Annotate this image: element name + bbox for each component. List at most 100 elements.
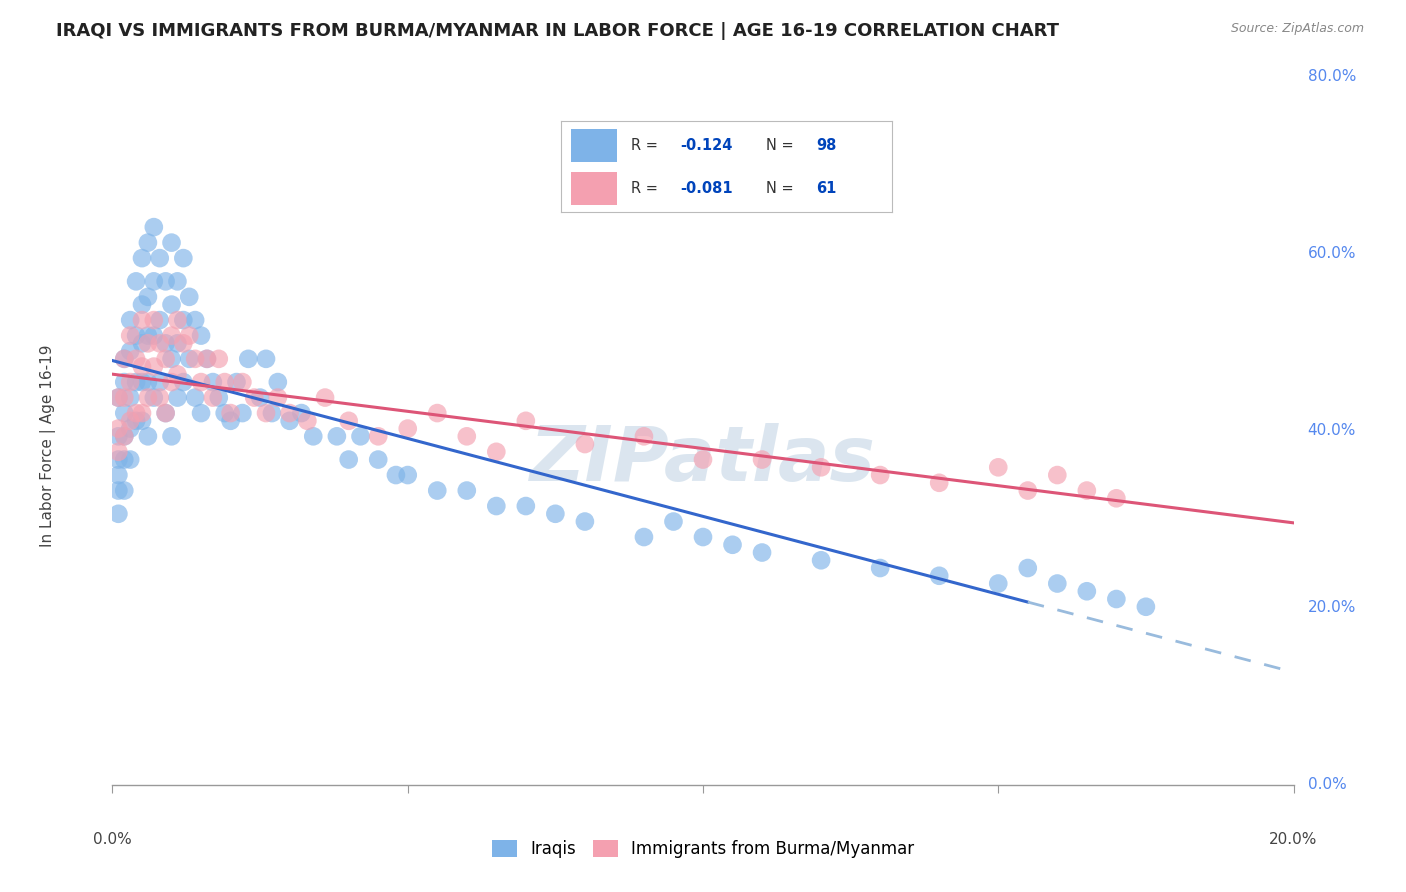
Point: [367, 429, 389, 443]
Point: [1076, 483, 1098, 498]
Point: [149, 251, 172, 265]
Point: [112, 391, 135, 405]
Point: [1017, 483, 1039, 498]
Point: [385, 468, 408, 483]
Point: [112, 429, 135, 443]
Point: [120, 414, 142, 428]
Point: [349, 429, 371, 443]
Point: [214, 375, 236, 389]
Point: [120, 452, 142, 467]
Point: [120, 344, 142, 359]
Point: [172, 375, 194, 389]
Point: [337, 414, 360, 428]
Point: [160, 429, 183, 443]
Point: [190, 328, 212, 343]
Point: [125, 328, 148, 343]
Point: [107, 421, 129, 435]
Point: [426, 406, 449, 420]
Point: [179, 351, 201, 366]
Point: [267, 375, 290, 389]
Point: [136, 336, 159, 351]
Point: [160, 235, 183, 250]
Point: [195, 351, 218, 366]
Point: [190, 406, 212, 420]
Point: [337, 452, 360, 467]
Point: [107, 445, 129, 459]
Point: [142, 391, 165, 405]
Point: [190, 375, 212, 389]
Point: [184, 391, 207, 405]
Point: [243, 391, 266, 405]
Point: [166, 336, 188, 351]
Point: [278, 414, 301, 428]
Point: [1135, 599, 1157, 614]
Point: [219, 406, 242, 420]
Point: [869, 468, 891, 483]
Point: [254, 351, 277, 366]
Point: [208, 351, 231, 366]
Point: [160, 375, 183, 389]
Point: [172, 336, 194, 351]
Point: [112, 375, 135, 389]
Point: [1105, 592, 1128, 607]
Point: [142, 220, 165, 235]
Point: [107, 429, 129, 443]
Point: [125, 351, 148, 366]
Point: [131, 336, 153, 351]
Point: [231, 375, 253, 389]
Point: [751, 452, 773, 467]
Point: [367, 452, 389, 467]
Point: [396, 421, 419, 435]
Point: [125, 414, 148, 428]
Point: [149, 313, 172, 327]
Text: In Labor Force | Age 16-19: In Labor Force | Age 16-19: [39, 344, 55, 548]
Point: [155, 351, 177, 366]
Point: [426, 483, 449, 498]
Point: [136, 235, 159, 250]
Point: [142, 274, 165, 288]
Point: [249, 391, 271, 405]
Point: [751, 545, 773, 559]
Point: [112, 483, 135, 498]
Point: [987, 460, 1010, 475]
Point: [172, 251, 194, 265]
Point: [112, 429, 135, 443]
Point: [1017, 561, 1039, 575]
Point: [928, 475, 950, 490]
Point: [136, 391, 159, 405]
Point: [254, 406, 277, 420]
Point: [201, 375, 224, 389]
Point: [160, 351, 183, 366]
Point: [136, 375, 159, 389]
Point: [810, 460, 832, 475]
Point: [160, 297, 183, 311]
Text: Source: ZipAtlas.com: Source: ZipAtlas.com: [1230, 22, 1364, 36]
Point: [149, 391, 172, 405]
Point: [142, 328, 165, 343]
Point: [456, 429, 478, 443]
Point: [1105, 491, 1128, 506]
Text: 0.0%: 0.0%: [1308, 778, 1347, 792]
Point: [928, 568, 950, 582]
Point: [869, 561, 891, 575]
Point: [166, 391, 188, 405]
Point: [184, 313, 207, 327]
Point: [544, 507, 567, 521]
Point: [208, 391, 231, 405]
Point: [107, 483, 129, 498]
Point: [125, 274, 148, 288]
Point: [131, 297, 153, 311]
Point: [160, 328, 183, 343]
Point: [112, 452, 135, 467]
Point: [120, 313, 142, 327]
Point: [136, 429, 159, 443]
Point: [155, 336, 177, 351]
Point: [125, 375, 148, 389]
Point: [166, 313, 188, 327]
Point: [692, 452, 714, 467]
Point: [633, 429, 655, 443]
Point: [1076, 584, 1098, 599]
Point: [107, 452, 129, 467]
Point: [120, 375, 142, 389]
Point: [136, 290, 159, 304]
